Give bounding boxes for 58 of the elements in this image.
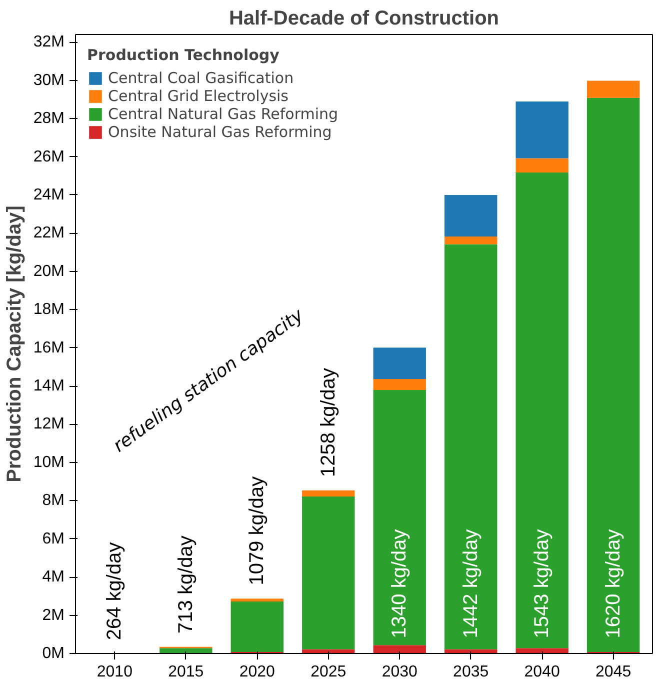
- bar: [373, 645, 426, 654]
- x-tick-label: 2045: [596, 664, 632, 679]
- x-tick-label: 2025: [310, 664, 346, 679]
- bar: [302, 496, 355, 650]
- legend-label: Central Natural Gas Reforming: [108, 105, 338, 123]
- bar: [230, 602, 284, 652]
- annotation: 264 kg/day: [104, 542, 126, 640]
- x-tick-label: 2015: [168, 664, 204, 679]
- legend-label: Central Grid Electrolysis: [108, 87, 288, 105]
- y-tick-label: 16M: [33, 339, 64, 356]
- y-tick-label: 20M: [33, 262, 64, 280]
- annotation: 1340 kg/day: [388, 529, 411, 638]
- y-tick-label: 18M: [33, 301, 64, 318]
- y-axis-title: Production Capacity [kg/day]: [3, 206, 26, 482]
- bar: [302, 490, 355, 496]
- x-tick-label: 2040: [524, 664, 560, 679]
- y-tick-label: 10M: [33, 454, 64, 471]
- annotation: 1258 kg/day: [317, 368, 340, 477]
- bar: [373, 348, 426, 379]
- annotation: 1543 kg/day: [531, 529, 554, 638]
- legend-label: Onsite Natural Gas Reforming: [108, 123, 332, 141]
- bar: [516, 648, 568, 654]
- y-tick-label: 8M: [42, 492, 65, 510]
- bar: [444, 236, 498, 244]
- bar: [516, 172, 568, 648]
- bar: [373, 378, 426, 390]
- bar: [444, 194, 498, 236]
- y-tick-label: 2M: [42, 606, 65, 624]
- y-tick-label: 30M: [33, 72, 64, 89]
- bar: [444, 244, 498, 650]
- bar: [516, 158, 568, 172]
- annotation: 1442 kg/day: [460, 529, 482, 638]
- bar: [230, 598, 284, 602]
- x-tick-label: 2010: [96, 664, 133, 679]
- bar: [586, 80, 640, 98]
- x-tick-label: 2030: [382, 664, 418, 679]
- y-tick-label: 24M: [33, 186, 64, 204]
- bar: [516, 102, 568, 158]
- y-tick-label: 12M: [33, 416, 64, 433]
- annotation: 1620 kg/day: [602, 529, 624, 638]
- bar: [160, 648, 212, 654]
- y-tick-label: 14M: [33, 378, 64, 395]
- y-tick-label: 0M: [42, 645, 65, 662]
- x-tick-label: 2035: [453, 664, 489, 679]
- y-tick-label: 6M: [42, 530, 65, 548]
- legend-label: Central Coal Gasification: [108, 69, 294, 87]
- annotation: 1079 kg/day: [246, 476, 268, 586]
- bar: [586, 98, 640, 652]
- y-tick-label: 26M: [33, 148, 64, 166]
- y-tick-label: 4M: [42, 568, 65, 586]
- annotation: 713 kg/day: [174, 536, 197, 634]
- legend-title: Production Technology: [87, 46, 280, 64]
- y-tick-label: 22M: [33, 224, 64, 242]
- y-tick-label: 32M: [33, 34, 64, 51]
- y-tick-label: 28M: [33, 110, 64, 128]
- chart-title: Half-Decade of Construction: [228, 8, 500, 30]
- bar: [373, 390, 426, 646]
- x-tick-label: 2020: [239, 664, 276, 679]
